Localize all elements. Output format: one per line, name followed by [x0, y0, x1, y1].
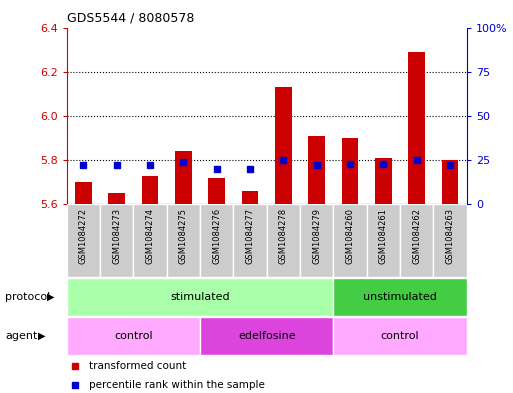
- Text: ▶: ▶: [38, 331, 46, 341]
- FancyBboxPatch shape: [67, 317, 200, 355]
- Text: GDS5544 / 8080578: GDS5544 / 8080578: [67, 12, 194, 25]
- FancyBboxPatch shape: [67, 278, 333, 316]
- Text: ▶: ▶: [47, 292, 55, 302]
- Text: GSM1084260: GSM1084260: [346, 208, 354, 264]
- Bar: [375, 158, 392, 204]
- FancyBboxPatch shape: [133, 204, 167, 277]
- Text: GSM1084274: GSM1084274: [146, 208, 154, 264]
- Text: percentile rank within the sample: percentile rank within the sample: [89, 380, 265, 390]
- FancyBboxPatch shape: [333, 204, 367, 277]
- Text: protocol: protocol: [5, 292, 50, 302]
- Text: GSM1084273: GSM1084273: [112, 208, 121, 264]
- Bar: [442, 160, 459, 204]
- Text: agent: agent: [5, 331, 37, 341]
- FancyBboxPatch shape: [367, 204, 400, 277]
- FancyBboxPatch shape: [67, 204, 100, 277]
- Text: GSM1084279: GSM1084279: [312, 208, 321, 264]
- FancyBboxPatch shape: [400, 204, 433, 277]
- Text: GSM1084263: GSM1084263: [446, 208, 455, 264]
- Bar: [175, 151, 192, 204]
- FancyBboxPatch shape: [233, 204, 267, 277]
- Text: edelfosine: edelfosine: [238, 331, 295, 341]
- Bar: [408, 52, 425, 204]
- Text: control: control: [114, 331, 153, 341]
- FancyBboxPatch shape: [333, 317, 467, 355]
- Text: unstimulated: unstimulated: [363, 292, 437, 302]
- FancyBboxPatch shape: [267, 204, 300, 277]
- Bar: [275, 87, 292, 204]
- FancyBboxPatch shape: [433, 204, 467, 277]
- Text: control: control: [381, 331, 420, 341]
- Text: GSM1084276: GSM1084276: [212, 208, 221, 264]
- Bar: [208, 178, 225, 204]
- FancyBboxPatch shape: [300, 204, 333, 277]
- Bar: [108, 193, 125, 204]
- Bar: [308, 136, 325, 204]
- Text: GSM1084275: GSM1084275: [179, 208, 188, 264]
- Text: GSM1084272: GSM1084272: [79, 208, 88, 264]
- Bar: [242, 191, 259, 204]
- Bar: [75, 182, 92, 204]
- Text: stimulated: stimulated: [170, 292, 230, 302]
- FancyBboxPatch shape: [100, 204, 133, 277]
- Text: transformed count: transformed count: [89, 361, 186, 371]
- FancyBboxPatch shape: [200, 317, 333, 355]
- FancyBboxPatch shape: [333, 278, 467, 316]
- FancyBboxPatch shape: [167, 204, 200, 277]
- Text: GSM1084261: GSM1084261: [379, 208, 388, 264]
- Text: GSM1084278: GSM1084278: [279, 208, 288, 264]
- FancyBboxPatch shape: [200, 204, 233, 277]
- Text: GSM1084262: GSM1084262: [412, 208, 421, 264]
- Bar: [342, 138, 359, 204]
- Text: GSM1084277: GSM1084277: [246, 208, 254, 264]
- Bar: [142, 176, 159, 204]
